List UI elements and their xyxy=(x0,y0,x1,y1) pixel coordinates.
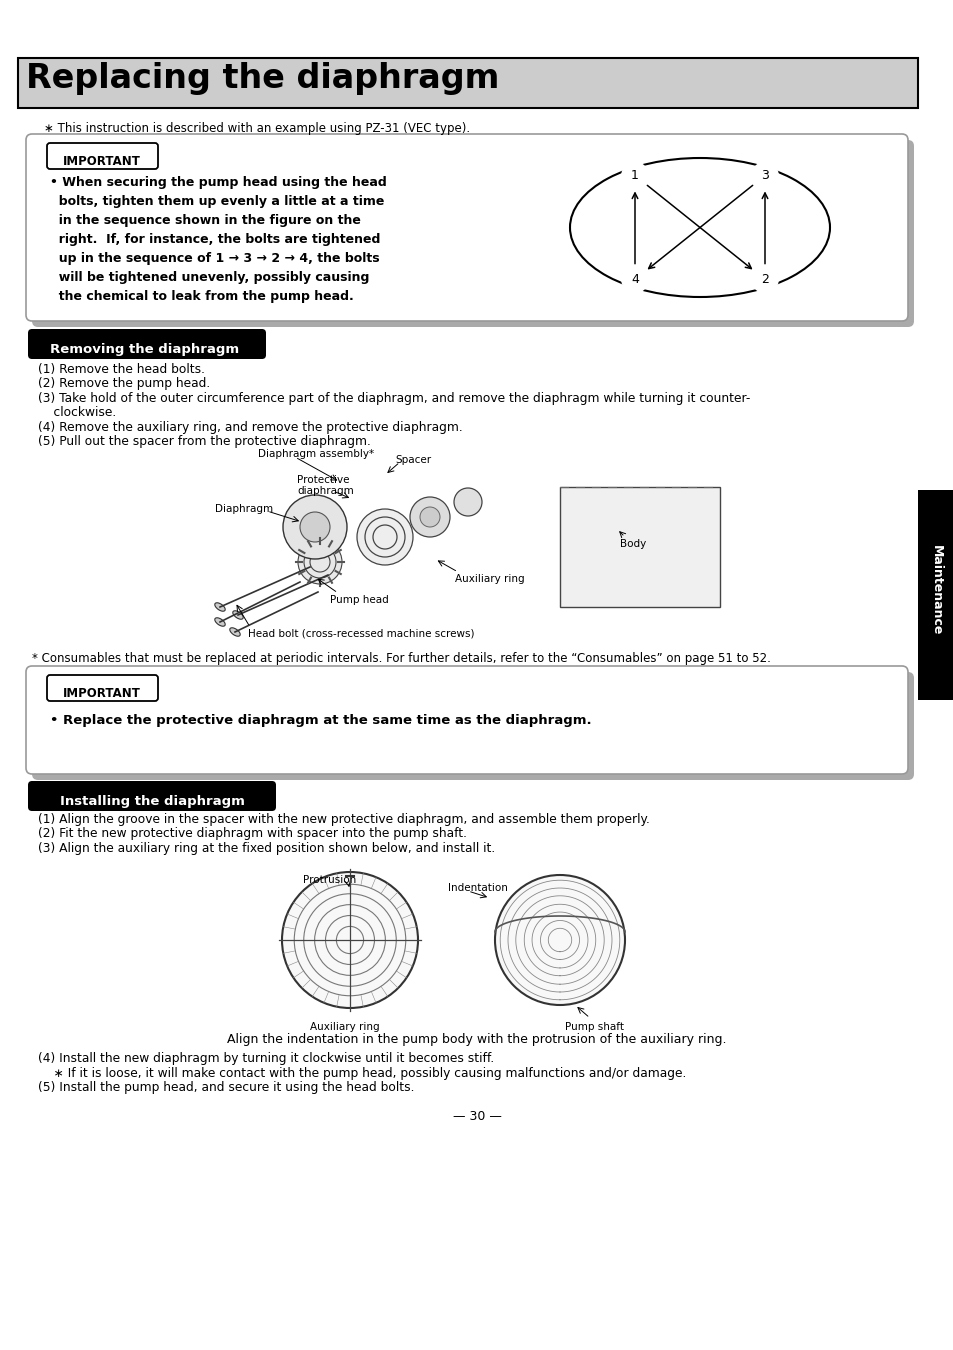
Text: diaphragm: diaphragm xyxy=(296,486,354,495)
Text: Replacing the diaphragm: Replacing the diaphragm xyxy=(26,62,498,95)
Ellipse shape xyxy=(230,628,240,636)
Text: (3) Align the auxiliary ring at the fixed position shown below, and install it.: (3) Align the auxiliary ring at the fixe… xyxy=(38,842,495,855)
FancyBboxPatch shape xyxy=(32,672,913,780)
Text: the chemical to leak from the pump head.: the chemical to leak from the pump head. xyxy=(50,290,354,302)
Text: (4) Install the new diaphragm by turning it clockwise until it becomes stiff.: (4) Install the new diaphragm by turning… xyxy=(38,1052,494,1065)
Text: — 30 —: — 30 — xyxy=(452,1110,501,1123)
Circle shape xyxy=(365,517,405,558)
FancyBboxPatch shape xyxy=(47,675,158,701)
Text: IMPORTANT: IMPORTANT xyxy=(63,155,141,167)
Text: Pump head: Pump head xyxy=(330,595,388,605)
Text: (3) Take hold of the outer circumference part of the diaphragm, and remove the d: (3) Take hold of the outer circumference… xyxy=(38,392,750,405)
Circle shape xyxy=(454,487,481,516)
Text: in the sequence shown in the figure on the: in the sequence shown in the figure on t… xyxy=(50,215,360,227)
Text: Removing the diaphragm: Removing the diaphragm xyxy=(51,343,239,356)
Circle shape xyxy=(495,875,624,1004)
Text: Protective: Protective xyxy=(296,475,349,485)
Text: right.  If, for instance, the bolts are tightened: right. If, for instance, the bolts are t… xyxy=(50,234,380,246)
Text: Body: Body xyxy=(619,539,645,549)
Text: • When securing the pump head using the head: • When securing the pump head using the … xyxy=(50,176,386,189)
Ellipse shape xyxy=(569,158,829,297)
Text: (4) Remove the auxiliary ring, and remove the protective diaphragm.: (4) Remove the auxiliary ring, and remov… xyxy=(38,421,462,433)
Text: 2: 2 xyxy=(760,273,768,286)
Text: Pump shaft: Pump shaft xyxy=(564,1022,623,1031)
Circle shape xyxy=(621,162,647,189)
Text: (2) Remove the pump head.: (2) Remove the pump head. xyxy=(38,378,210,390)
Ellipse shape xyxy=(214,618,225,626)
Text: (1) Remove the head bolts.: (1) Remove the head bolts. xyxy=(38,363,205,377)
Circle shape xyxy=(751,162,778,189)
Text: (5) Install the pump head, and secure it using the head bolts.: (5) Install the pump head, and secure it… xyxy=(38,1081,414,1094)
Text: clockwise.: clockwise. xyxy=(38,406,116,420)
Text: Diaphragm: Diaphragm xyxy=(214,504,273,514)
FancyBboxPatch shape xyxy=(26,134,907,321)
Text: (2) Fit the new protective diaphragm with spacer into the pump shaft.: (2) Fit the new protective diaphragm wit… xyxy=(38,828,467,841)
Circle shape xyxy=(356,509,413,566)
Text: • Replace the protective diaphragm at the same time as the diaphragm.: • Replace the protective diaphragm at th… xyxy=(50,714,591,728)
Text: (5) Pull out the spacer from the protective diaphragm.: (5) Pull out the spacer from the protect… xyxy=(38,436,371,448)
Circle shape xyxy=(410,497,450,537)
Circle shape xyxy=(283,495,347,559)
Circle shape xyxy=(310,552,330,572)
Text: * Consumables that must be replaced at periodic intervals. For further details, : * Consumables that must be replaced at p… xyxy=(32,652,770,666)
Text: Installing the diaphragm: Installing the diaphragm xyxy=(59,795,244,809)
Circle shape xyxy=(304,545,335,578)
FancyBboxPatch shape xyxy=(32,140,913,327)
Text: ∗ This instruction is described with an example using PZ-31 (VEC type).: ∗ This instruction is described with an … xyxy=(44,122,470,135)
Text: Indentation: Indentation xyxy=(448,883,507,892)
Circle shape xyxy=(621,266,647,293)
Ellipse shape xyxy=(214,602,225,612)
Text: Maintenance: Maintenance xyxy=(928,545,942,636)
Circle shape xyxy=(282,872,417,1008)
Text: Head bolt (cross-recessed machine screws): Head bolt (cross-recessed machine screws… xyxy=(248,629,474,639)
Text: Auxiliary ring: Auxiliary ring xyxy=(455,574,524,585)
FancyBboxPatch shape xyxy=(28,782,275,811)
Text: Auxiliary ring: Auxiliary ring xyxy=(310,1022,379,1031)
Text: up in the sequence of 1 → 3 → 2 → 4, the bolts: up in the sequence of 1 → 3 → 2 → 4, the… xyxy=(50,252,379,265)
Bar xyxy=(559,487,720,608)
Circle shape xyxy=(751,266,778,293)
Text: (1) Align the groove in the spacer with the new protective diaphragm, and assemb: (1) Align the groove in the spacer with … xyxy=(38,813,649,826)
Text: IMPORTANT: IMPORTANT xyxy=(63,687,141,701)
Text: will be tightened unevenly, possibly causing: will be tightened unevenly, possibly cau… xyxy=(50,271,369,284)
Circle shape xyxy=(297,540,341,585)
FancyBboxPatch shape xyxy=(47,143,158,169)
Text: 3: 3 xyxy=(760,169,768,182)
Text: bolts, tighten them up evenly a little at a time: bolts, tighten them up evenly a little a… xyxy=(50,194,384,208)
Text: 4: 4 xyxy=(630,273,639,286)
FancyBboxPatch shape xyxy=(18,58,917,108)
Text: ∗ If it is loose, it will make contact with the pump head, possibly causing malf: ∗ If it is loose, it will make contact w… xyxy=(38,1066,685,1080)
Text: Spacer: Spacer xyxy=(395,455,431,464)
Text: Protrusion: Protrusion xyxy=(303,875,356,886)
Bar xyxy=(917,490,953,701)
Circle shape xyxy=(373,525,396,549)
FancyBboxPatch shape xyxy=(26,666,907,774)
Text: 1: 1 xyxy=(630,169,639,182)
Ellipse shape xyxy=(233,610,243,620)
FancyBboxPatch shape xyxy=(28,329,266,359)
Text: Align the indentation in the pump body with the protrusion of the auxiliary ring: Align the indentation in the pump body w… xyxy=(227,1033,726,1046)
Circle shape xyxy=(419,508,439,526)
Text: Diaphragm assembly*: Diaphragm assembly* xyxy=(257,450,374,459)
Circle shape xyxy=(299,512,330,541)
